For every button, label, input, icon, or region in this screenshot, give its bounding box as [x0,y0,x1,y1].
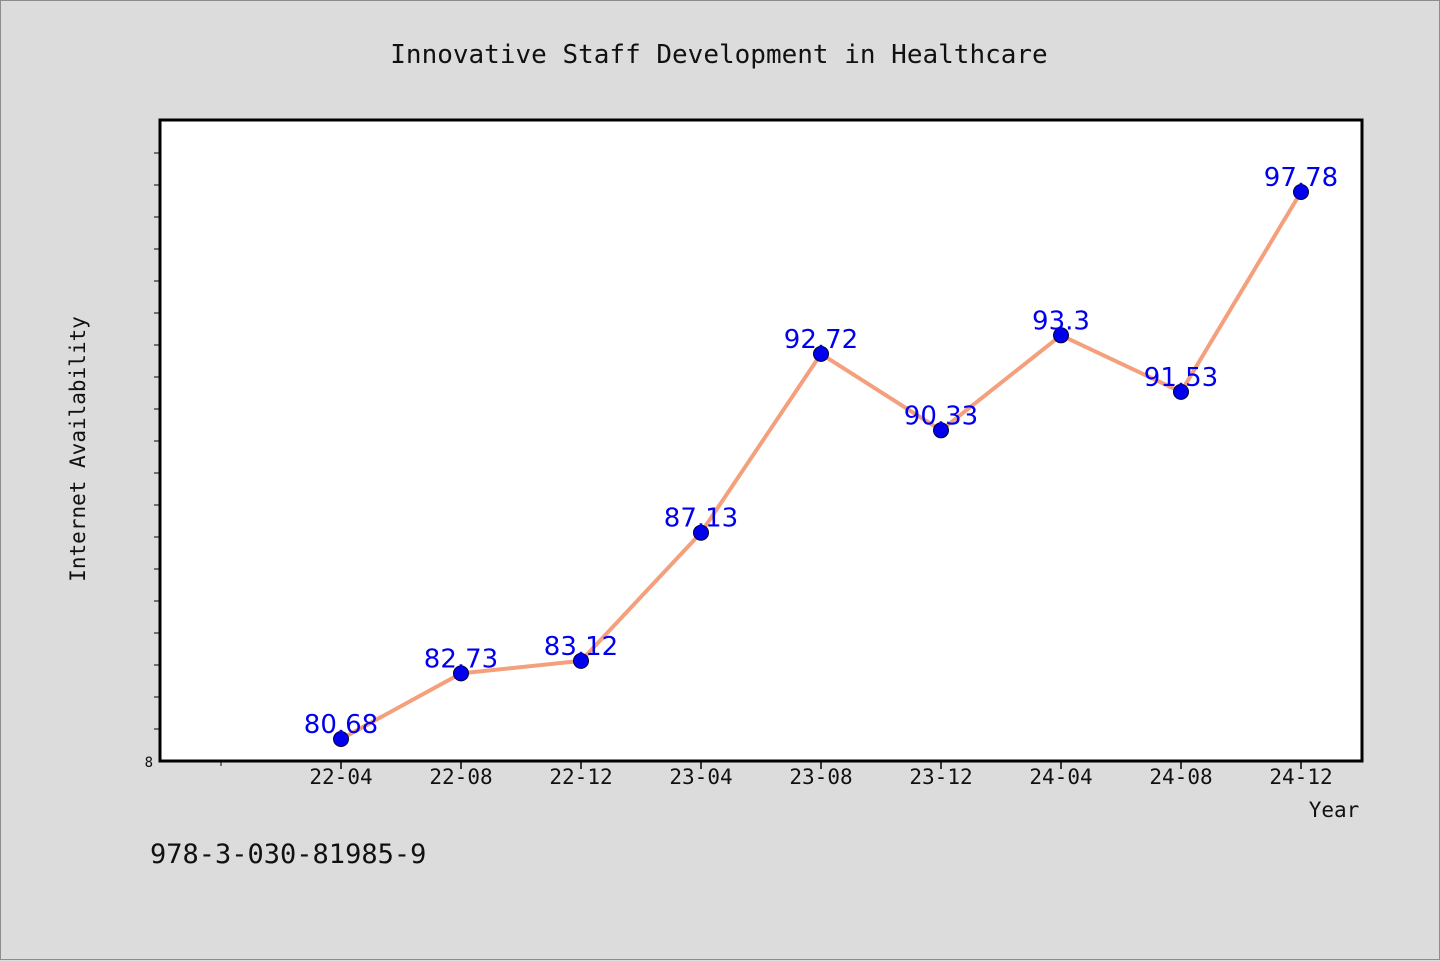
x-tick-label: 23-08 [789,765,852,789]
x-tick-label: 24-12 [1269,765,1332,789]
data-point [573,652,589,669]
footnote-isbn: 978-3-030-81985-9 [150,839,426,870]
x-tick-label: 22-08 [429,765,492,789]
data-point [1053,327,1069,344]
x-axis-ticks: 22-04 22-08 22-12 23-04 23-08 23-12 24-04 24-08… [220,761,1333,789]
y-tick-label: 8 [145,755,153,771]
x-tick-label: 22-04 [309,765,372,789]
data-point [813,345,829,362]
data-label: 87.13 [664,504,738,534]
data-point [333,731,349,747]
data-label: 82.73 [424,644,498,674]
data-label: 92.72 [784,325,858,355]
x-tick-label: 24-04 [1029,765,1092,789]
data-label: 97.78 [1264,163,1338,193]
data-point [933,422,949,439]
data-label: 91.53 [1144,363,1218,393]
data-label: 90.33 [904,401,978,431]
y-axis-label: Internet Availability [66,316,90,582]
data-labels: 80.68 82.73 83.12 87.13 92.72 90.33 93.3 91.53 9… [304,163,1338,740]
x-tick-label: 22-12 [549,765,612,789]
data-point [1173,383,1189,400]
data-label: 83.12 [544,632,618,662]
series-markers [333,184,1309,747]
data-point [453,665,469,682]
x-tick-label: 23-12 [909,765,972,789]
y-axis-ticks [154,152,160,730]
x-tick-label: 23-04 [669,765,732,789]
data-label: 80.68 [304,710,378,740]
x-axis-label: Year [1309,798,1360,822]
x-tick-label: 24-08 [1149,765,1212,789]
data-label: 93.3 [1032,306,1090,336]
chart-title: Innovative Staff Development in Healthca… [390,40,1047,70]
data-point [1293,184,1309,200]
data-point [693,524,709,541]
